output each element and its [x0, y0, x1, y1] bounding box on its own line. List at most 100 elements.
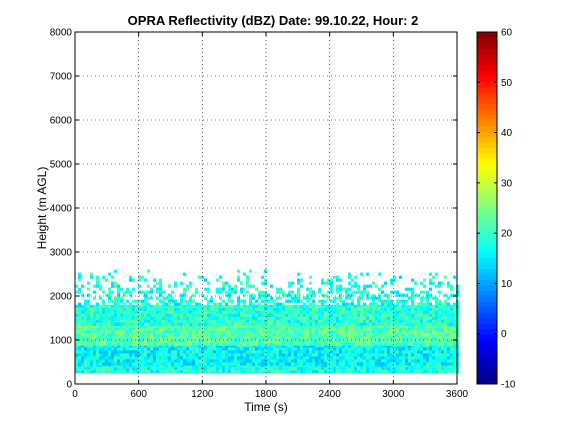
heatmap-cell [111, 336, 115, 340]
colorbar-segment [477, 37, 497, 44]
heatmap-cell [303, 336, 307, 340]
heatmap-cell [87, 342, 91, 346]
heatmap-cell [258, 370, 262, 374]
heatmap-cell [336, 350, 340, 354]
heatmap-cell [180, 330, 184, 334]
heatmap-cell [363, 350, 367, 354]
heatmap-cell [126, 350, 130, 354]
heatmap-cell [306, 304, 310, 308]
heatmap-cell [183, 272, 187, 276]
heatmap-cell [165, 319, 169, 323]
heatmap-cell [195, 362, 199, 366]
heatmap-cell [192, 310, 196, 314]
heatmap-cell [234, 353, 238, 357]
heatmap-cell [417, 359, 421, 363]
heatmap-cell [438, 359, 442, 363]
heatmap-cell [429, 319, 433, 323]
heatmap-cell [432, 370, 436, 374]
heatmap-cell [207, 330, 211, 334]
heatmap-cell [288, 362, 292, 366]
heatmap-cell [105, 367, 109, 371]
heatmap-cell [228, 287, 232, 291]
heatmap-cell [222, 362, 226, 366]
heatmap-cell [387, 324, 391, 328]
heatmap-cell [426, 353, 430, 357]
heatmap-cell [90, 370, 94, 374]
heatmap-cell [447, 322, 451, 326]
heatmap-cell [264, 296, 268, 300]
heatmap-cell [231, 333, 235, 337]
heatmap-cell [159, 278, 163, 282]
heatmap-cell [234, 339, 238, 343]
heatmap-cell [282, 359, 286, 363]
heatmap-cell [321, 353, 325, 357]
heatmap-cell [351, 324, 355, 328]
heatmap-cell [453, 344, 457, 348]
heatmap-cell [366, 347, 370, 351]
heatmap-cell [381, 347, 385, 351]
heatmap-cell [348, 296, 352, 300]
heatmap-cell [435, 367, 439, 371]
heatmap-cell [114, 342, 118, 346]
heatmap-cell [282, 336, 286, 340]
heatmap-cell [372, 330, 376, 334]
heatmap-cell [219, 290, 223, 294]
heatmap-cell [159, 304, 163, 308]
heatmap-cell [141, 336, 145, 340]
heatmap-cell [129, 316, 133, 320]
heatmap-cell [225, 281, 229, 285]
heatmap-cell [453, 370, 457, 374]
heatmap-cell [93, 344, 97, 348]
heatmap-cell [246, 319, 250, 323]
heatmap-cell [105, 293, 109, 297]
heatmap-cell [402, 304, 406, 308]
heatmap-cell [132, 307, 136, 311]
heatmap-cell [168, 327, 172, 331]
heatmap-cell [411, 307, 415, 311]
heatmap-cell [129, 350, 133, 354]
heatmap-cell [198, 333, 202, 337]
heatmap-cell [423, 350, 427, 354]
heatmap-cell [75, 370, 79, 374]
heatmap-cell [240, 367, 244, 371]
heatmap-cell [396, 304, 400, 308]
heatmap-cell [246, 364, 250, 368]
heatmap-cell [177, 362, 181, 366]
heatmap-cell [444, 356, 448, 360]
heatmap-cell [357, 353, 361, 357]
heatmap-cell [399, 307, 403, 311]
heatmap-cell [96, 327, 100, 331]
heatmap-cell [252, 324, 256, 328]
heatmap-cell [78, 370, 82, 374]
heatmap-cell [399, 353, 403, 357]
heatmap-cell [252, 330, 256, 334]
heatmap-cell [318, 310, 322, 314]
colorbar-segment [477, 307, 497, 313]
heatmap-cell [216, 278, 220, 282]
heatmap-cell [246, 290, 250, 294]
heatmap-cell [411, 367, 415, 371]
heatmap-cell [177, 364, 181, 368]
heatmap-cell [216, 364, 220, 368]
heatmap-cell [204, 313, 208, 317]
heatmap-cell [411, 359, 415, 363]
heatmap-cell [102, 342, 106, 346]
heatmap-cell [159, 370, 163, 374]
heatmap-cell [153, 347, 157, 351]
heatmap-cell [282, 350, 286, 354]
heatmap-cell [159, 322, 163, 326]
heatmap-cell [372, 327, 376, 331]
heatmap-cell [354, 356, 358, 360]
heatmap-cell [198, 275, 202, 279]
heatmap-cell [399, 344, 403, 348]
heatmap-cell [336, 342, 340, 346]
heatmap-cell [156, 339, 160, 343]
heatmap-cell [420, 367, 424, 371]
heatmap-cell [276, 307, 280, 311]
heatmap-cell [99, 322, 103, 326]
heatmap-cell [336, 296, 340, 300]
heatmap-cell [81, 344, 85, 348]
heatmap-cell [387, 304, 391, 308]
heatmap-cell [291, 322, 295, 326]
heatmap-cell [447, 310, 451, 314]
